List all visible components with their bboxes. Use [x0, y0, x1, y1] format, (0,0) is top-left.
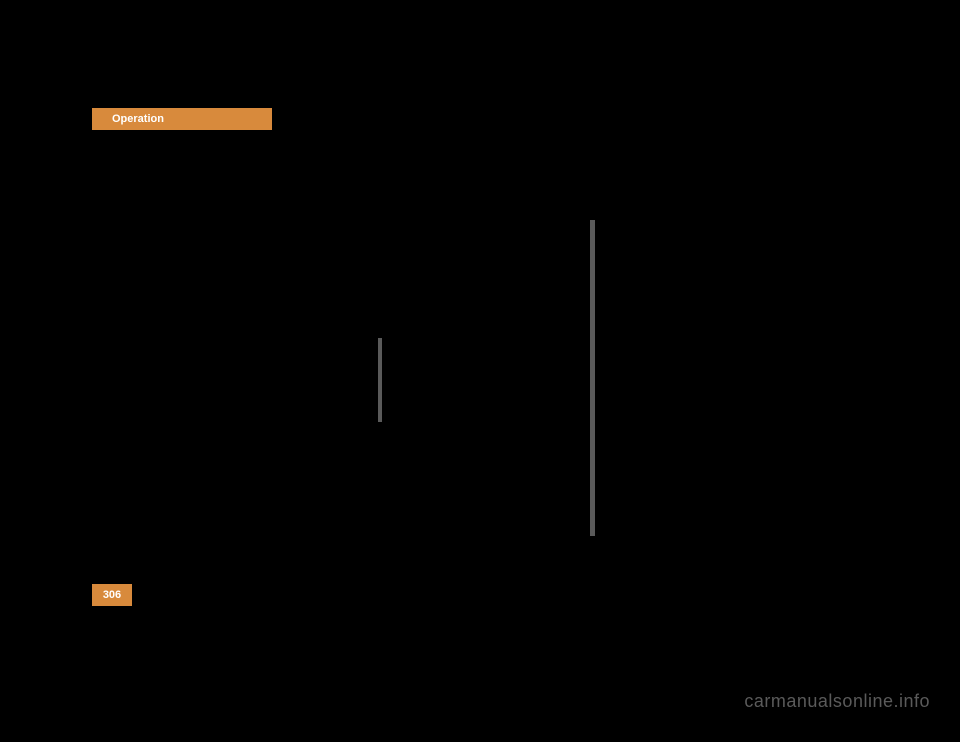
watermark-text: carmanualsonline.info	[744, 691, 930, 712]
page-number-value: 306	[103, 589, 121, 601]
section-header-label: Operation	[112, 113, 164, 125]
divider-bar-1	[378, 338, 382, 422]
section-header: Operation	[92, 108, 272, 130]
page-number-badge: 306	[92, 584, 132, 606]
divider-bar-2	[590, 220, 595, 536]
